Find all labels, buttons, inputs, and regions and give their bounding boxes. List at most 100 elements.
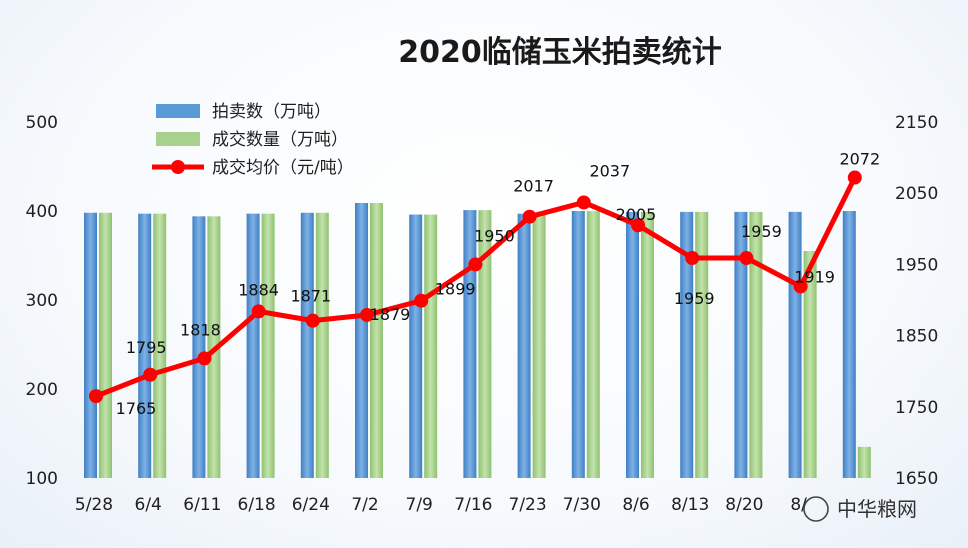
right-tick-0: 1650 — [895, 469, 938, 489]
bar-auction-0 — [84, 212, 97, 478]
price-point-14 — [847, 170, 862, 185]
legend-swatch-auction — [156, 104, 200, 118]
x-label-3: 6/18 — [238, 495, 276, 515]
bar-deal-7 — [478, 210, 492, 479]
bar-auction-9 — [571, 211, 585, 478]
data-labels: 1765 1795 1818 1884 1871 1879 1899 1950 2017 2037… — [116, 150, 881, 419]
price-point-5 — [360, 307, 374, 322]
price-label-10: 2005 — [616, 205, 657, 224]
bar-auction-4 — [300, 212, 314, 478]
right-axis-ticks: 1650 1750 1850 1950 2050 2150 — [895, 113, 938, 489]
bar-deal-6 — [424, 214, 438, 478]
price-point-1 — [143, 367, 158, 382]
x-label-1: 6/4 — [135, 495, 162, 515]
right-tick-5: 2150 — [895, 113, 938, 133]
price-label-0: 1765 — [116, 399, 157, 418]
x-label-2: 6/11 — [183, 495, 221, 515]
price-point-10 — [631, 218, 645, 233]
bar-deal-8 — [532, 213, 546, 479]
bar-deal-0 — [99, 212, 112, 478]
right-tick-4: 2050 — [895, 184, 938, 204]
legend-label-1: 成交数量（万吨） — [212, 130, 348, 150]
bar-auction-11 — [680, 211, 694, 478]
x-axis-labels: 5/28 6/4 6/11 6/18 6/24 7/2 7/9 7/16 7/23 7/30 8/6… — [75, 495, 807, 515]
legend-swatch-price-marker — [171, 160, 185, 174]
x-label-6: 7/9 — [406, 495, 433, 515]
bar-auction-6 — [409, 214, 423, 478]
bar-auction-12 — [734, 211, 748, 478]
bar-auction-10 — [626, 211, 639, 478]
right-tick-1: 1750 — [895, 398, 938, 418]
bar-auction-3 — [246, 213, 260, 479]
legend-swatch-deal — [156, 132, 200, 146]
left-tick-1: 200 — [26, 380, 58, 400]
price-label-2: 1818 — [180, 320, 221, 339]
x-label-9: 7/30 — [563, 495, 601, 515]
price-label-3: 1884 — [238, 280, 279, 299]
x-label-5: 7/2 — [351, 495, 378, 515]
x-label-10: 8/6 — [622, 495, 649, 515]
price-point-13 — [793, 279, 808, 294]
line-marks — [89, 170, 862, 404]
bar-auction-5 — [355, 202, 368, 479]
bar-deal-12 — [749, 211, 763, 478]
price-label-8: 2017 — [513, 177, 554, 196]
bar-deal-5 — [370, 202, 383, 479]
left-tick-3: 400 — [26, 202, 58, 222]
price-label-13: 1919 — [794, 267, 835, 286]
price-label-11: 1959 — [674, 289, 715, 308]
bar-deal-14 — [857, 446, 871, 478]
price-point-11 — [685, 250, 700, 265]
bar-auction-14 — [842, 211, 856, 478]
watermark-text: 中华粮网 — [837, 497, 917, 521]
bar-deal-3 — [261, 213, 275, 479]
price-label-7: 1950 — [474, 226, 515, 245]
price-point-6 — [414, 293, 429, 308]
price-label-4: 1871 — [290, 287, 331, 306]
bar-auction-2 — [192, 216, 206, 478]
price-label-9: 2037 — [589, 161, 630, 180]
legend-label-0: 拍卖数（万吨） — [212, 102, 331, 122]
left-tick-2: 300 — [26, 291, 58, 311]
x-label-13: 8/ — [790, 495, 807, 515]
x-label-8: 7/23 — [509, 495, 547, 515]
price-label-6: 1899 — [435, 280, 476, 299]
bar-auction-13 — [788, 211, 802, 478]
right-tick-2: 1850 — [895, 327, 938, 347]
price-label-14: 2072 — [839, 150, 880, 169]
legend: 拍卖数（万吨） 成交数量（万吨） 成交均价（元/吨） — [152, 102, 354, 178]
bar-auction-1 — [138, 213, 152, 479]
left-tick-4: 500 — [26, 113, 58, 133]
price-point-9 — [576, 195, 591, 210]
right-tick-3: 1950 — [895, 255, 938, 275]
price-point-4 — [305, 313, 320, 328]
bar-deal-13 — [803, 251, 817, 478]
x-label-0: 5/28 — [75, 495, 113, 515]
bar-auction-8 — [517, 213, 531, 479]
x-label-4: 6/24 — [292, 495, 330, 515]
bar-auction-7 — [463, 210, 477, 479]
watermark: 中华粮网 — [803, 496, 917, 522]
price-point-12 — [739, 250, 754, 265]
price-point-0 — [89, 389, 103, 404]
wechat-icon — [803, 496, 829, 522]
price-point-7 — [468, 257, 483, 272]
left-tick-0: 100 — [26, 469, 58, 489]
price-label-12: 1959 — [741, 222, 782, 241]
bar-deal-10 — [641, 211, 654, 478]
bar-deal-11 — [695, 211, 709, 478]
bar-marks — [84, 202, 871, 479]
chart-title: 2020临储玉米拍卖统计 — [398, 35, 722, 70]
x-label-7: 7/16 — [454, 495, 492, 515]
left-axis-ticks: 100 200 300 400 500 — [26, 113, 58, 489]
bar-deal-4 — [315, 212, 329, 478]
bar-deal-9 — [586, 211, 600, 478]
x-label-11: 8/13 — [671, 495, 709, 515]
price-label-1: 1795 — [126, 338, 167, 357]
price-point-2 — [197, 351, 212, 366]
legend-label-2: 成交均价（元/吨） — [212, 158, 354, 178]
x-label-12: 8/20 — [725, 495, 763, 515]
price-point-8 — [522, 209, 537, 224]
